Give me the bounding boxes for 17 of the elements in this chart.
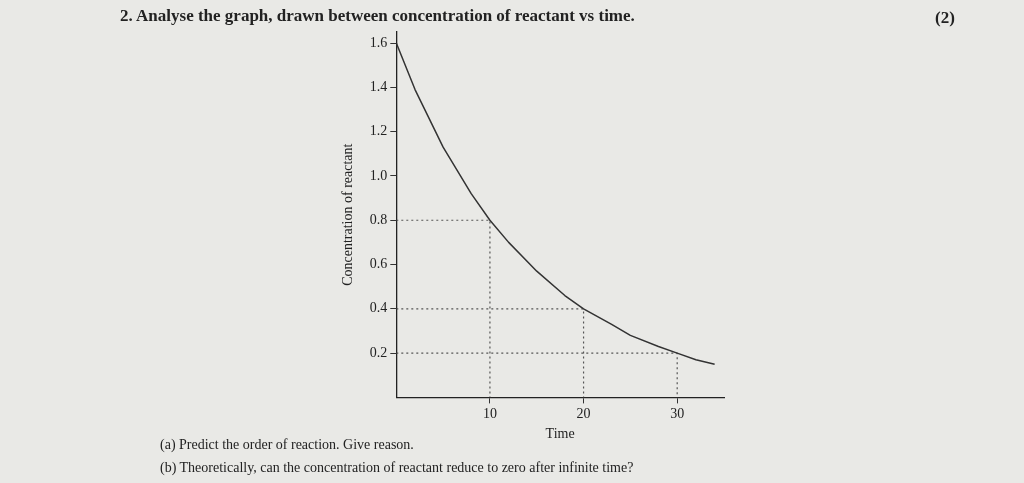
x-tick-label: 10 xyxy=(482,406,497,422)
y-tick-label: 0.8 xyxy=(369,211,388,227)
y-tick-label: 1.2 xyxy=(369,123,388,139)
x-tick-label: 30 xyxy=(670,406,685,422)
x-axis-title: Time xyxy=(545,426,575,442)
text: (a) Predict the order of reaction. Give reason. xyxy=(160,437,414,453)
y-tick-label: 1.6 xyxy=(369,34,388,50)
y-tick-label: 0.6 xyxy=(369,256,388,272)
y-tick-label: 1.4 xyxy=(369,79,388,95)
x-tick-label: 20 xyxy=(576,406,591,422)
y-tick-label: 1.0 xyxy=(369,167,388,183)
y-tick-label: 0.2 xyxy=(369,344,388,360)
y-tick-label: 0.4 xyxy=(369,300,388,316)
chart-title: 2. Analyse the graph, drawn between concentration of reactant vs time. xyxy=(120,6,635,26)
text: (2) xyxy=(935,8,955,28)
text: (b) Theoretically, can the concentration of reactant reduce to zero after infinite time? xyxy=(160,460,634,476)
y-axis-title: Concentration of reactant xyxy=(340,143,356,286)
